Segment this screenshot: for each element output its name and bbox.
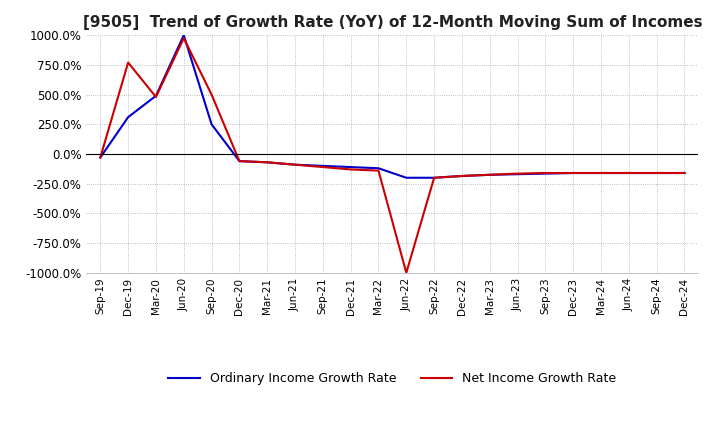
Ordinary Income Growth Rate [152, 93, 161, 99]
Ordinary Income Growth Rate [318, 163, 327, 169]
Ordinary Income Growth Rate [346, 165, 355, 170]
Ordinary Income Growth Rate [291, 162, 300, 167]
Net Income Growth Rate [235, 158, 243, 164]
Ordinary Income Growth Rate [569, 170, 577, 176]
Net Income Growth Rate [569, 170, 577, 176]
Title: [9505]  Trend of Growth Rate (YoY) of 12-Month Moving Sum of Incomes: [9505] Trend of Growth Rate (YoY) of 12-… [83, 15, 702, 30]
Ordinary Income Growth Rate [96, 155, 104, 160]
Ordinary Income Growth Rate [541, 171, 550, 176]
Net Income Growth Rate [485, 172, 494, 177]
Net Income Growth Rate [152, 94, 161, 99]
Ordinary Income Growth Rate [485, 172, 494, 177]
Ordinary Income Growth Rate [263, 160, 271, 165]
Ordinary Income Growth Rate [680, 170, 689, 176]
Net Income Growth Rate [458, 173, 467, 179]
Ordinary Income Growth Rate [624, 170, 633, 176]
Net Income Growth Rate [402, 270, 410, 275]
Line: Net Income Growth Rate: Net Income Growth Rate [100, 38, 685, 273]
Ordinary Income Growth Rate [652, 170, 661, 176]
Net Income Growth Rate [374, 168, 383, 173]
Ordinary Income Growth Rate [513, 172, 522, 177]
Net Income Growth Rate [318, 165, 327, 170]
Net Income Growth Rate [291, 162, 300, 167]
Ordinary Income Growth Rate [374, 165, 383, 171]
Ordinary Income Growth Rate [124, 114, 132, 120]
Net Income Growth Rate [513, 171, 522, 176]
Ordinary Income Growth Rate [402, 175, 410, 180]
Net Income Growth Rate [624, 170, 633, 176]
Ordinary Income Growth Rate [179, 33, 188, 38]
Ordinary Income Growth Rate [235, 158, 243, 164]
Net Income Growth Rate [680, 170, 689, 176]
Net Income Growth Rate [263, 160, 271, 165]
Ordinary Income Growth Rate [458, 173, 467, 179]
Net Income Growth Rate [179, 36, 188, 41]
Legend: Ordinary Income Growth Rate, Net Income Growth Rate: Ordinary Income Growth Rate, Net Income … [163, 367, 621, 390]
Line: Ordinary Income Growth Rate: Ordinary Income Growth Rate [100, 35, 685, 178]
Net Income Growth Rate [346, 167, 355, 172]
Net Income Growth Rate [207, 92, 216, 97]
Ordinary Income Growth Rate [430, 175, 438, 180]
Net Income Growth Rate [96, 155, 104, 160]
Net Income Growth Rate [597, 170, 606, 176]
Net Income Growth Rate [541, 170, 550, 176]
Net Income Growth Rate [430, 175, 438, 180]
Net Income Growth Rate [652, 170, 661, 176]
Net Income Growth Rate [124, 60, 132, 65]
Ordinary Income Growth Rate [597, 170, 606, 176]
Ordinary Income Growth Rate [207, 121, 216, 127]
